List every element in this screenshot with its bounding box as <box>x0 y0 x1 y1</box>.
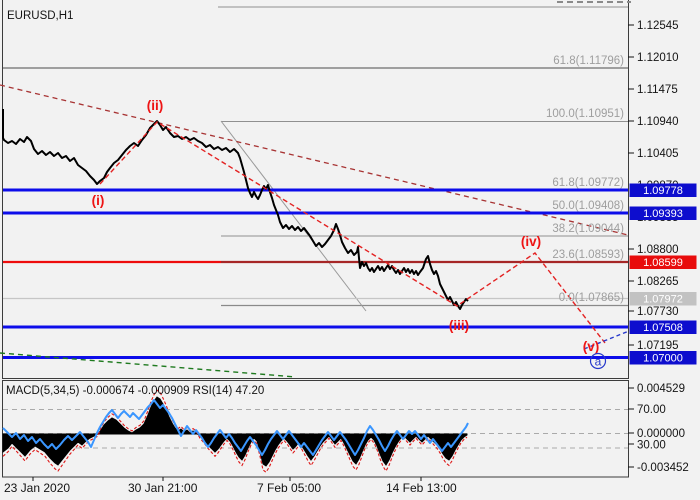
price-axis-label: 1.07730 <box>637 306 679 318</box>
green-dashed-line <box>0 352 297 378</box>
time-axis-label: 14 Feb 13:00 <box>386 481 457 495</box>
price-badge-107508: 1.07508 <box>629 320 697 334</box>
svg-text:1.09393: 1.09393 <box>643 208 683 220</box>
wave-label-a: a <box>595 355 602 369</box>
fib-label-618-lower: 61.8(1.09772) <box>552 177 624 189</box>
price-axis-label: 1.10405 <box>637 148 679 160</box>
symbol-label: EURUSD,H1 <box>7 10 73 22</box>
current-price-badge: 1.07972 <box>629 292 697 306</box>
price-axis-label: 1.08800 <box>637 244 679 256</box>
indicator-panel[interactable]: MACD(5,34,5) -0.000674 -0.000909 RSI(14)… <box>2 380 629 478</box>
price-axis[interactable]: 1.12545 1.12010 1.11475 1.10940 1.10405 … <box>628 20 697 365</box>
fib-label-500: 50.0(1.09408) <box>552 200 624 212</box>
svg-text:1.09778: 1.09778 <box>643 185 683 197</box>
price-badge-107000: 1.07000 <box>629 351 697 365</box>
price-axis-label: 1.08265 <box>637 276 679 288</box>
candlestick-price-path <box>2 109 469 310</box>
price-badge-109393: 1.09393 <box>629 206 697 220</box>
price-axis-label: 1.07195 <box>637 340 679 352</box>
wave-label-ii: (ii) <box>147 98 164 113</box>
svg-text:1.08599: 1.08599 <box>643 257 683 269</box>
wave-label-iv: (iv) <box>521 234 541 249</box>
wave-label-iii: (iii) <box>449 318 469 333</box>
indicator-axis-label: -0.003452 <box>637 462 689 474</box>
fib-label-236: 23.6(1.08593) <box>552 249 624 261</box>
fib-label-1000: 100.0(1.10951) <box>546 108 624 120</box>
price-badge-108599: 1.08599 <box>629 255 697 269</box>
svg-text:1.07972: 1.07972 <box>643 294 683 306</box>
price-axis-label: 1.12545 <box>637 20 679 32</box>
fib-label-00: 0.0(1.07865) <box>559 292 624 304</box>
indicator-axis-label: 30.00 <box>637 440 666 452</box>
price-panel[interactable]: EURUSD,H1 61.8(1.11796) 100.0(1.10951) 6… <box>0 0 631 379</box>
time-axis[interactable]: 23 Jan 2020 30 Jan 21:00 7 Feb 05:00 14 … <box>4 477 457 495</box>
wave-label-v: (v) <box>583 339 600 354</box>
svg-text:1.07000: 1.07000 <box>643 353 683 365</box>
macd-signal-line <box>2 389 468 473</box>
blue-projection-dashed <box>583 330 630 350</box>
indicator-axis[interactable]: 0.004529 70.00 0.000000 30.00 -0.003452 <box>628 383 689 474</box>
indicator-axis-label: 70.00 <box>637 404 666 416</box>
svg-text:1.07508: 1.07508 <box>643 322 683 334</box>
wave-zigzag-dashed <box>99 121 606 344</box>
price-badge-109778: 1.09778 <box>629 183 697 197</box>
time-axis-label: 30 Jan 21:00 <box>128 481 198 495</box>
time-axis-label: 7 Feb 05:00 <box>257 481 321 495</box>
price-axis-label: 1.11475 <box>637 84 678 96</box>
indicator-axis-label: 0.004529 <box>637 383 685 395</box>
indicator-header: MACD(5,34,5) -0.000674 -0.000909 RSI(14)… <box>6 385 264 397</box>
time-axis-label: 23 Jan 2020 <box>4 481 70 495</box>
gray-channel-line <box>220 120 367 312</box>
indicator-axis-label: 0.000000 <box>637 428 685 440</box>
rsi-line <box>2 399 469 456</box>
price-panel-border <box>2 0 629 379</box>
fib-label-382: 38.2(1.09044) <box>552 223 624 235</box>
wave-a-circle <box>589 352 607 370</box>
wave-label-i: (i) <box>92 193 105 208</box>
price-axis-label: 1.10940 <box>637 116 679 128</box>
price-axis-label: 1.12010 <box>637 52 679 64</box>
fib-label-618-upper: 61.8(1.11796) <box>553 55 624 67</box>
